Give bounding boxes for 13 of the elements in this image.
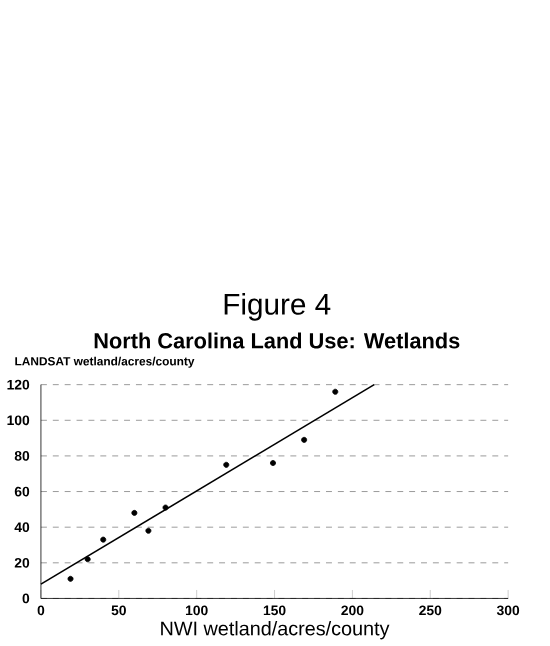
point bbox=[100, 536, 107, 543]
point bbox=[270, 460, 276, 467]
point bbox=[223, 461, 230, 468]
point bbox=[332, 388, 339, 395]
point bbox=[162, 504, 169, 511]
chart-title: Figure 4 bbox=[224, 293, 331, 321]
point bbox=[67, 575, 74, 582]
point bbox=[84, 556, 91, 563]
point bbox=[131, 509, 138, 516]
x-axis-title: NWI wetland/acres/county bbox=[161, 620, 390, 640]
point bbox=[301, 436, 308, 443]
point bbox=[145, 527, 152, 534]
chart-subtitle: North Carolina Land Use: Wetlands bbox=[94, 332, 460, 349]
